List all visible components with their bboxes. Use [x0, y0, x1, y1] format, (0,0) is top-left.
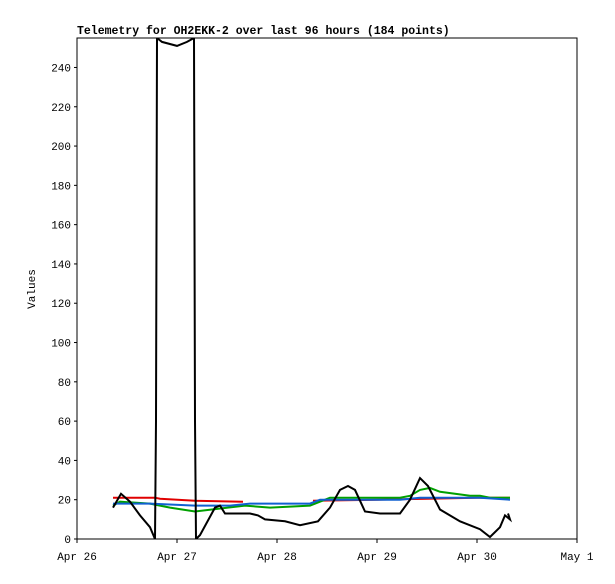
x-tick-label: Apr 30: [457, 552, 497, 564]
y-tick-label: 40: [58, 456, 71, 468]
y-tick-label: 80: [58, 378, 71, 390]
y-tick-label: 20: [58, 496, 71, 508]
y-tick-label: 140: [51, 260, 71, 272]
y-axis-label: Values: [27, 269, 39, 309]
y-tick-label: 200: [51, 142, 71, 154]
chart-title: Telemetry for OH2EKK-2 over last 96 hour…: [77, 25, 450, 38]
series-line: [112, 486, 510, 513]
y-tick-label: 120: [51, 299, 71, 311]
y-tick-label: 240: [51, 63, 71, 75]
x-tick-label: May 1: [560, 552, 593, 564]
x-tick-label: Apr 26: [57, 552, 97, 564]
y-tick-label: 100: [51, 339, 71, 351]
y-tick-label: 180: [51, 181, 71, 193]
series-group: [112, 38, 513, 539]
y-tick-label: 60: [58, 417, 71, 429]
x-tick-label: Apr 29: [357, 552, 397, 564]
series-line: [112, 38, 513, 539]
y-tick-label: 160: [51, 221, 71, 233]
y-tick-label: 220: [51, 103, 71, 115]
series-line: [113, 496, 511, 507]
x-tick-label: Apr 28: [257, 552, 297, 564]
y-tick-label: 0: [64, 535, 71, 547]
x-tick-label: Apr 27: [157, 552, 197, 564]
plot-frame: [76, 37, 578, 540]
